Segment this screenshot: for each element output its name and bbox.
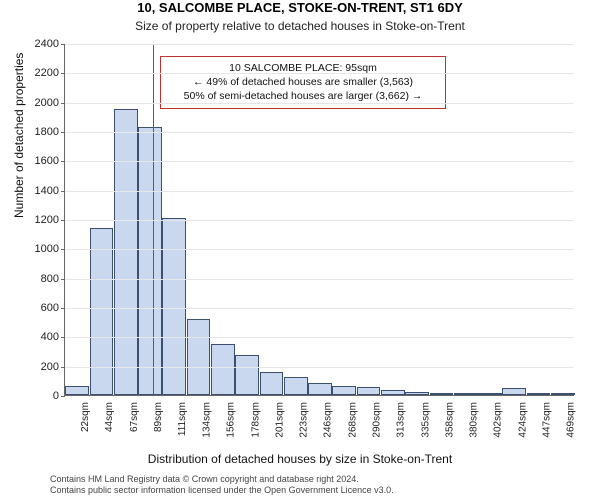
gridline <box>65 132 574 133</box>
x-tick-label: 67sqm <box>129 402 140 432</box>
y-tick-label: 200 <box>41 361 65 373</box>
x-labels: 22sqm 44sqm 67sqm 89sqm 111sqm 134sqm 156sqm 17… <box>64 398 574 448</box>
gridline <box>65 279 574 280</box>
page-subtitle: Size of property relative to detached ho… <box>0 19 600 33</box>
y-tick-label: 2200 <box>35 67 65 79</box>
x-tick-label: 313sqm <box>396 402 407 438</box>
x-tick-label: 335sqm <box>420 402 431 438</box>
x-tick-label: 447sqm <box>542 402 553 438</box>
x-tick-label: 358sqm <box>444 402 455 438</box>
plot-area: 10 SALCOMBE PLACE: 95sqm ← 49% of detach… <box>64 44 574 396</box>
bar <box>332 386 356 395</box>
y-axis-label: Number of detached properties <box>12 53 26 218</box>
x-tick-label: 134sqm <box>202 402 213 438</box>
chart-container: Number of detached properties 10 SALCOMB… <box>0 38 600 458</box>
bar <box>162 218 186 395</box>
gridline <box>65 308 574 309</box>
bar <box>430 393 454 395</box>
gridline <box>65 337 574 338</box>
annotation-line2: ← 49% of detached houses are smaller (3,… <box>169 75 437 89</box>
x-tick-label: 268sqm <box>347 402 358 438</box>
x-tick-label: 156sqm <box>226 402 237 438</box>
bar <box>284 377 308 395</box>
bar <box>235 355 259 395</box>
gridline <box>65 103 574 104</box>
bar <box>65 386 89 395</box>
bar <box>527 393 551 395</box>
gridline <box>65 161 574 162</box>
bar <box>381 390 405 395</box>
gridline <box>65 73 574 74</box>
x-tick-label: 469sqm <box>566 402 577 438</box>
y-tick-label: 2400 <box>35 38 65 50</box>
bar <box>114 109 138 395</box>
bar <box>551 393 575 395</box>
x-tick-label: 89sqm <box>153 402 164 432</box>
x-tick-label: 22sqm <box>80 402 91 432</box>
y-tick-label: 1200 <box>35 214 65 226</box>
x-tick-label: 223sqm <box>299 402 310 438</box>
footer-line2: Contains public sector information licen… <box>50 485 394 496</box>
y-tick-label: 2000 <box>35 97 65 109</box>
bar <box>454 393 478 395</box>
annotation-line3: 50% of semi-detached houses are larger (… <box>169 89 437 103</box>
y-tick-label: 800 <box>41 273 65 285</box>
bar <box>502 388 526 395</box>
x-tick-label: 111sqm <box>177 402 188 436</box>
gridline <box>65 220 574 221</box>
x-tick-label: 246sqm <box>323 402 334 438</box>
gridline <box>65 367 574 368</box>
y-tick-label: 1600 <box>35 155 65 167</box>
footer: Contains HM Land Registry data © Crown c… <box>50 474 394 497</box>
y-tick-label: 1800 <box>35 126 65 138</box>
y-tick-label: 600 <box>41 302 65 314</box>
bar <box>260 372 284 395</box>
bar <box>357 387 381 395</box>
x-tick-label: 290sqm <box>372 402 383 438</box>
bar <box>308 383 332 395</box>
x-tick-label: 201sqm <box>274 402 285 438</box>
y-tick-label: 400 <box>41 331 65 343</box>
bar <box>90 228 114 395</box>
bar <box>187 319 211 395</box>
y-tick-label: 1400 <box>35 185 65 197</box>
page-title: 10, SALCOMBE PLACE, STOKE-ON-TRENT, ST1 … <box>0 0 600 17</box>
gridline <box>65 191 574 192</box>
x-tick-label: 380sqm <box>469 402 480 438</box>
bar <box>138 127 162 395</box>
bar <box>211 344 235 395</box>
bar <box>405 392 429 395</box>
gridline <box>65 44 574 45</box>
x-tick-label: 44sqm <box>104 402 115 432</box>
bar <box>478 393 502 395</box>
gridline <box>65 249 574 250</box>
x-tick-label: 424sqm <box>517 402 528 438</box>
x-tick-label: 178sqm <box>250 402 261 438</box>
x-axis-label: Distribution of detached houses by size … <box>0 452 600 466</box>
annotation-box: 10 SALCOMBE PLACE: 95sqm ← 49% of detach… <box>160 56 446 109</box>
y-tick-label: 1000 <box>35 243 65 255</box>
footer-line1: Contains HM Land Registry data © Crown c… <box>50 474 394 485</box>
x-tick-label: 402sqm <box>493 402 504 438</box>
